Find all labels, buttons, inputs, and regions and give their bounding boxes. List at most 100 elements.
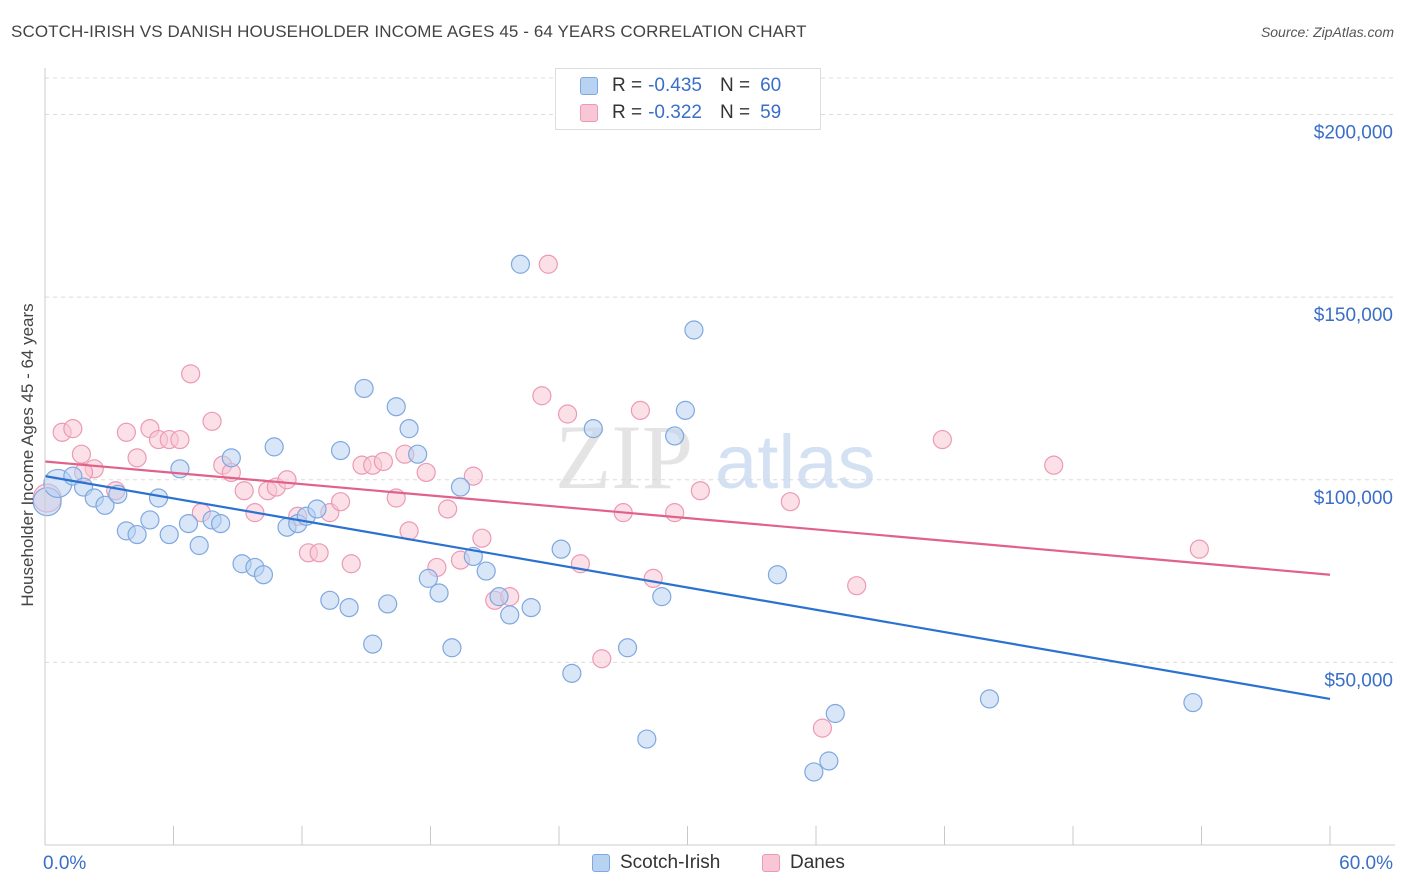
watermark: ZIP atlas (555, 406, 876, 508)
series-legend: Scotch-Irish Danes (0, 852, 1406, 878)
y-tick-label: $50,000 (1324, 670, 1393, 691)
n-label: N = (719, 102, 751, 123)
data-point (643, 568, 663, 588)
data-point (320, 590, 340, 610)
n-value: 59 (760, 102, 782, 123)
data-point (583, 419, 603, 439)
data-point (408, 444, 428, 464)
data-point (847, 576, 867, 596)
y-axis-label: Householder Income Ages 45 - 64 years (18, 303, 37, 606)
data-point (557, 404, 578, 424)
x-tick-label: 60.0% (1339, 853, 1393, 874)
data-point (373, 451, 393, 472)
data-point (170, 429, 190, 450)
series-legend-label: Scotch-Irish (620, 852, 721, 873)
data-point (189, 535, 209, 556)
data-point (538, 254, 558, 274)
data-point (690, 481, 710, 501)
data-point (429, 583, 449, 603)
data-point (330, 440, 351, 461)
data-point (127, 448, 147, 468)
data-point (307, 499, 327, 519)
data-point (592, 649, 612, 669)
data-point (202, 411, 222, 431)
n-value: 60 (760, 75, 782, 96)
x-tick-label: 0.0% (43, 853, 86, 874)
data-point (463, 466, 483, 486)
r-value: -0.322 (648, 102, 702, 123)
data-point (442, 638, 462, 658)
stats-legend-row-scotch-irish: R = -0.435 N = 60 (580, 72, 781, 100)
data-point (264, 437, 284, 457)
scotch-irish-trend-line (44, 475, 1331, 700)
data-point (521, 597, 541, 618)
data-point (1189, 539, 1209, 559)
stats-legend-row-danes: R = -0.322 N = 59 (580, 99, 781, 127)
data-point (652, 587, 672, 607)
data-point (500, 605, 520, 625)
data-point (95, 495, 115, 515)
r-value: -0.435 (648, 75, 702, 96)
data-point (159, 524, 179, 545)
legend-swatch-blue (592, 854, 610, 872)
data-point (363, 634, 383, 654)
data-point (211, 513, 231, 534)
legend-swatch-pink (580, 104, 598, 122)
data-point (221, 448, 241, 468)
data-point (804, 762, 824, 782)
data-point (399, 419, 419, 439)
data-point (181, 364, 201, 384)
series-legend-danes[interactable]: Danes (762, 852, 845, 874)
data-point (416, 462, 436, 483)
data-point (148, 488, 169, 508)
data-point (1183, 692, 1203, 713)
data-point (127, 524, 147, 545)
data-point (116, 422, 136, 442)
y-tick-label: $150,000 (1314, 305, 1393, 326)
data-point (63, 419, 83, 439)
trend-lines (44, 460, 1331, 700)
data-point (1044, 455, 1064, 475)
axes-layer: $50,000 $100,000 $150,000 $200,000 0.0% 60.0% (43, 68, 1395, 874)
chart-source: Source: ZipAtlas.com (1260, 24, 1394, 40)
data-point (354, 378, 374, 399)
r-label: R = (612, 75, 643, 96)
data-point (234, 481, 254, 501)
data-point (532, 386, 552, 406)
data-point (551, 539, 571, 559)
data-point (767, 565, 788, 585)
data-point (341, 554, 361, 574)
data-point (71, 444, 92, 464)
data-point (617, 638, 638, 658)
data-point (386, 397, 406, 417)
data-point (489, 587, 509, 607)
data-point (170, 459, 190, 479)
watermark-zip: ZIP (555, 406, 693, 508)
data-point (780, 492, 800, 512)
data-point (330, 492, 351, 512)
data-point (140, 510, 160, 530)
data-point (476, 561, 496, 581)
n-label: N = (719, 75, 751, 96)
data-point (178, 513, 199, 534)
data-point (675, 400, 695, 420)
data-point (378, 594, 398, 614)
legend-swatch-blue (580, 77, 598, 95)
data-point (309, 543, 329, 563)
danes-trend-line (44, 460, 1331, 576)
stats-legend: R = -0.435 N = 60 R = -0.322 N = 59 (555, 68, 821, 130)
data-point (825, 703, 845, 724)
watermark-atlas: atlas (715, 420, 876, 505)
data-point (562, 663, 582, 683)
data-point (637, 729, 657, 749)
data-point (253, 565, 274, 585)
series-legend-label: Danes (790, 852, 845, 873)
data-point (665, 426, 685, 446)
data-point (450, 477, 471, 497)
data-point (932, 429, 952, 450)
series-legend-scotch-irish[interactable]: Scotch-Irish (592, 852, 720, 874)
chart-title: SCOTCH-IRISH VS DANISH HOUSEHOLDER INCOM… (11, 22, 807, 41)
grid-layer (45, 77, 1395, 663)
data-point (665, 503, 685, 523)
